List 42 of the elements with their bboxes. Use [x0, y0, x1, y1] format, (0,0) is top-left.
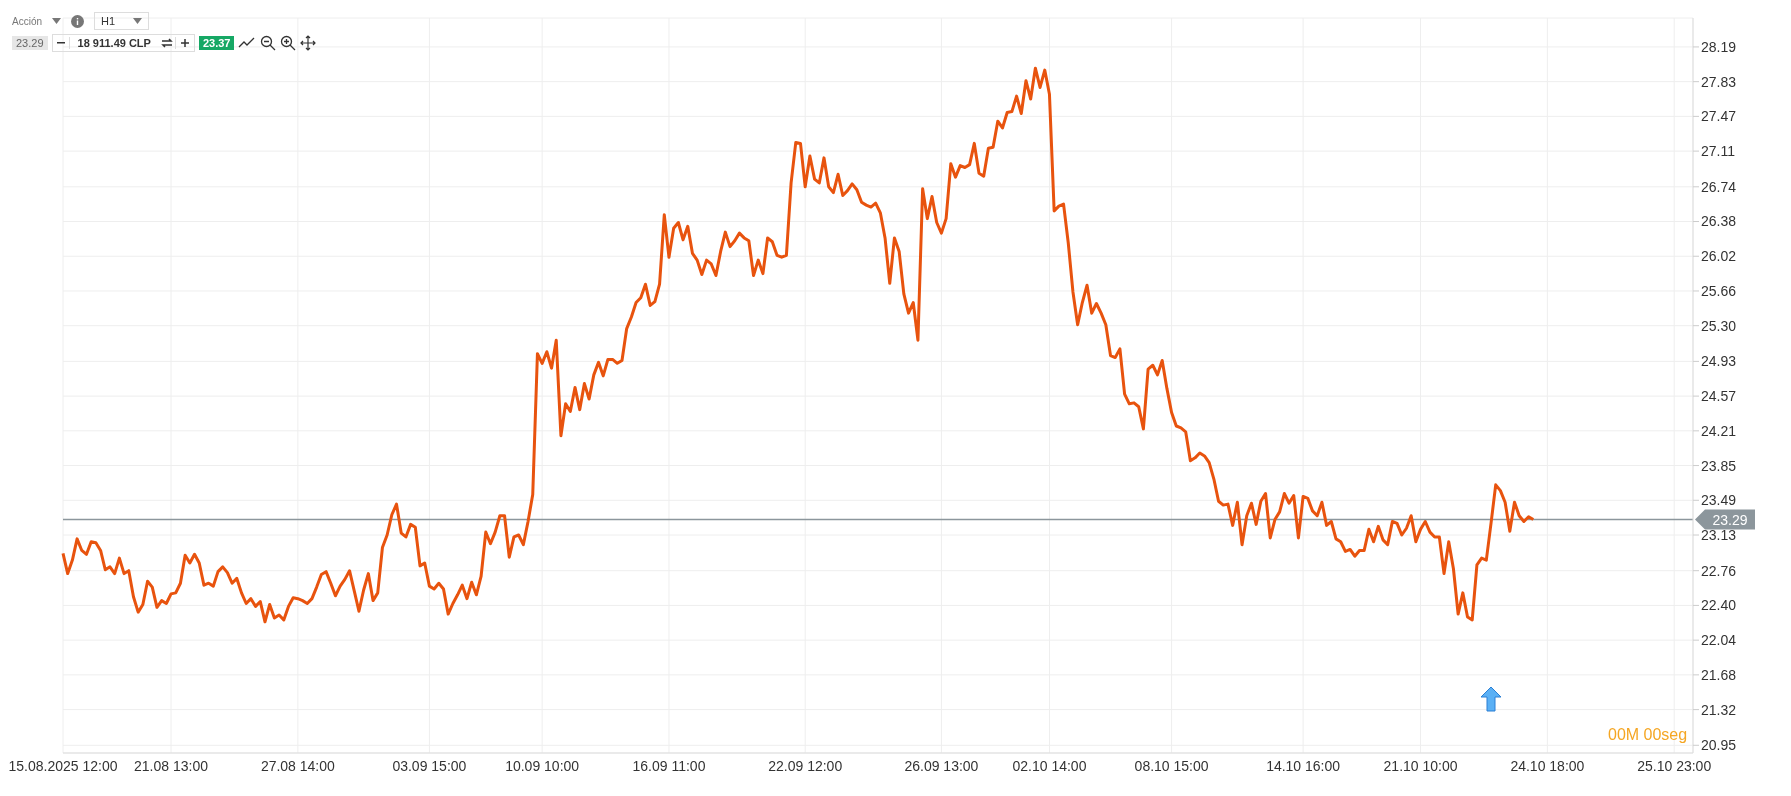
ref-line-label: 23.29 — [1712, 511, 1748, 528]
y-tick-label: 25.30 — [1701, 317, 1737, 334]
y-tick-label: 24.21 — [1701, 422, 1737, 439]
x-tick-label: 24.10 18:00 — [1510, 757, 1585, 774]
y-tick-label: 21.68 — [1701, 666, 1737, 683]
x-tick-label: 14.10 16:00 — [1266, 757, 1341, 774]
annotation: 18 911.49 CLP — [77, 37, 151, 49]
y-tick-label: 24.57 — [1701, 388, 1737, 405]
text: 23.29 — [12, 36, 48, 50]
x-tick-label: 03.09 15:00 — [392, 757, 467, 774]
x-tick-label: 10.09 10:00 — [505, 757, 580, 774]
y-tick-label: 22.04 — [1701, 632, 1737, 649]
annotation: H1 — [101, 15, 116, 27]
x-tick-label: 26.09 13:00 — [904, 757, 979, 774]
x-tick-label: 16.09 11:00 — [632, 757, 706, 774]
y-tick-label: 24.93 — [1701, 353, 1737, 370]
y-tick-label: 26.74 — [1701, 178, 1737, 195]
y-tick-label: 22.40 — [1701, 597, 1737, 614]
text: Acción — [12, 15, 43, 27]
x-tick-label: 21.08 13:00 — [134, 757, 209, 774]
y-tick-label: 27.47 — [1701, 108, 1737, 125]
y-tick-label: 25.66 — [1701, 282, 1737, 299]
x-tick-label: 22.09 12:00 — [768, 757, 843, 774]
y-tick-label: 23.13 — [1701, 526, 1737, 543]
y-tick-label: 26.02 — [1701, 248, 1737, 265]
annotation: 23.37 — [198, 36, 235, 50]
y-tick-label: 27.83 — [1701, 73, 1737, 90]
x-tick-label: 15.08.2025 12:00 — [8, 757, 118, 774]
y-tick-label: 23.49 — [1701, 492, 1737, 509]
y-tick-label: 22.76 — [1701, 562, 1737, 579]
x-tick-label: 08.10 15:00 — [1134, 757, 1209, 774]
annotation: 00M 00seg — [1608, 726, 1688, 744]
y-tick-label: 26.38 — [1701, 213, 1737, 230]
y-tick-label: 21.32 — [1701, 701, 1737, 718]
x-tick-label: 25.10 23:00 — [1637, 757, 1712, 774]
y-tick-label: 23.85 — [1701, 457, 1737, 474]
x-tick-label: 02.10 14:00 — [1012, 757, 1087, 774]
y-tick-label: 20.95 — [1701, 737, 1737, 754]
x-tick-label: 27.08 14:00 — [260, 757, 336, 774]
x-tick-label: 21.10 10:00 — [1383, 757, 1458, 774]
y-tick-label: 27.11 — [1701, 143, 1736, 160]
y-tick-label: 28.19 — [1701, 38, 1737, 55]
